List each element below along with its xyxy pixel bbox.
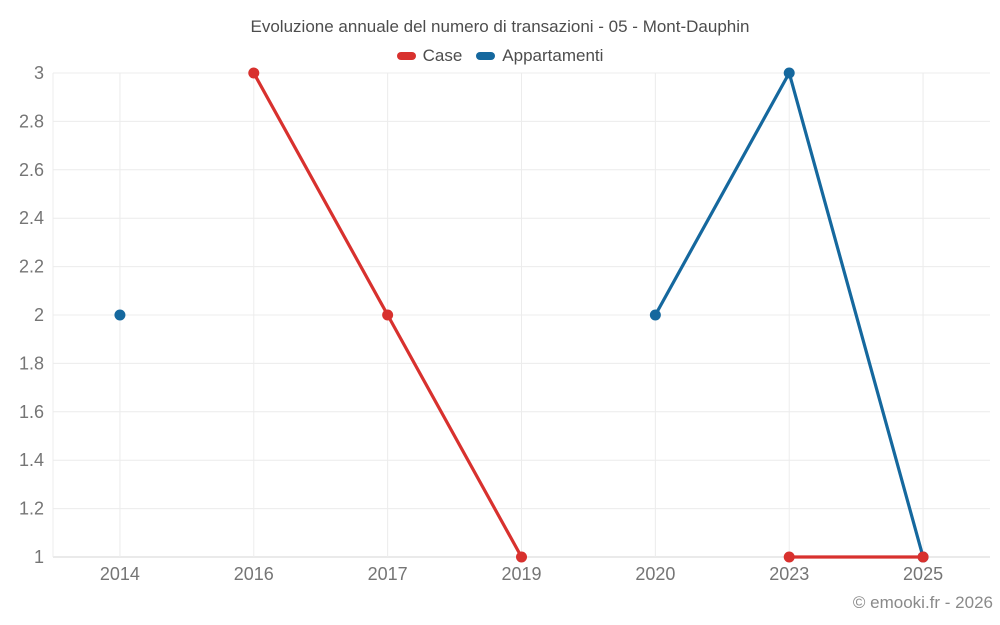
x-axis-tick-label: 2023 xyxy=(769,564,809,584)
data-point-case-2016[interactable] xyxy=(248,67,260,79)
data-point-appartamenti-2023[interactable] xyxy=(783,67,795,79)
y-axis-tick-label: 1 xyxy=(34,547,44,567)
data-point-case-2023[interactable] xyxy=(783,551,795,563)
y-axis-tick-label: 1.2 xyxy=(19,499,44,519)
legend-swatch-case-icon xyxy=(396,52,416,60)
y-axis-tick-label: 2.4 xyxy=(19,208,44,228)
x-axis-tick-label: 2017 xyxy=(368,564,408,584)
x-axis-tick-label: 2020 xyxy=(635,564,675,584)
y-axis-tick-label: 2.6 xyxy=(19,160,44,180)
x-axis-tick-label: 2014 xyxy=(100,564,140,584)
y-axis-tick-label: 2.2 xyxy=(19,257,44,277)
y-axis-tick-label: 1.6 xyxy=(19,402,44,422)
legend-swatch-appartamenti-icon xyxy=(476,52,496,60)
data-point-case-2017[interactable] xyxy=(382,309,394,321)
legend-label-appartamenti: Appartamenti xyxy=(502,46,604,65)
legend: Case Appartamenti xyxy=(0,46,1000,66)
data-point-appartamenti-2020[interactable] xyxy=(649,309,661,321)
x-axis-tick-label: 2016 xyxy=(234,564,274,584)
data-point-case-2025[interactable] xyxy=(917,551,929,563)
x-axis-tick-label: 2019 xyxy=(501,564,541,584)
legend-item-case[interactable]: Case xyxy=(396,46,463,66)
y-axis-tick-label: 2 xyxy=(34,305,44,325)
y-axis-tick-label: 1.4 xyxy=(19,450,44,470)
y-axis-tick-label: 2.8 xyxy=(19,111,44,131)
chart-title: Evoluzione annuale del numero di transaz… xyxy=(250,17,750,36)
legend-label-case: Case xyxy=(422,46,463,65)
data-point-appartamenti-2014[interactable] xyxy=(114,309,126,321)
y-axis-tick-label: 1.8 xyxy=(19,353,44,373)
data-point-case-2019[interactable] xyxy=(516,551,527,563)
copyright-text: © emooki.fr - 2026 xyxy=(852,593,993,612)
y-axis-tick-label: 3 xyxy=(34,63,44,83)
x-axis-tick-label: 2025 xyxy=(903,564,943,584)
legend-item-appartamenti[interactable]: Appartamenti xyxy=(476,46,603,66)
